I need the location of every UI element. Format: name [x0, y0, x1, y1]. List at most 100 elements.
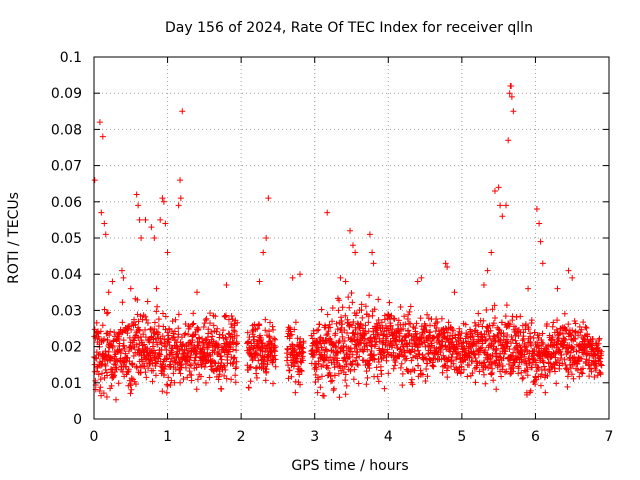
data-point [323, 332, 330, 339]
data-point [539, 330, 546, 337]
data-point [422, 378, 429, 385]
data-point [324, 311, 331, 318]
data-point [480, 317, 487, 324]
data-point [542, 389, 549, 396]
data-point [266, 334, 273, 341]
data-point [125, 366, 132, 373]
data-point [221, 313, 228, 320]
data-point [333, 344, 340, 351]
data-point [137, 313, 144, 320]
data-point [349, 351, 356, 358]
data-point [316, 348, 323, 355]
data-point [134, 296, 141, 303]
data-point [341, 326, 348, 333]
data-point [165, 332, 172, 339]
data-point [455, 332, 462, 339]
data-point [120, 342, 127, 349]
data-point [99, 370, 106, 377]
data-point [206, 374, 213, 381]
data-point [478, 330, 485, 337]
data-point [142, 313, 149, 320]
data-point [182, 364, 189, 371]
data-point [500, 333, 507, 340]
data-point [292, 389, 299, 396]
data-point [562, 337, 569, 344]
data-point [450, 327, 457, 334]
data-point [397, 303, 404, 310]
data-point [581, 347, 588, 354]
data-point [375, 378, 382, 385]
data-point [344, 330, 351, 337]
data-point [378, 319, 385, 326]
data-point [154, 341, 161, 348]
data-point [126, 334, 133, 341]
data-point [571, 353, 578, 360]
data-point [579, 370, 586, 377]
data-point [313, 361, 320, 368]
data-point [160, 198, 167, 205]
data-point [296, 371, 303, 378]
data-point [272, 344, 279, 351]
data-point [503, 368, 510, 375]
data-point [249, 356, 256, 363]
data-point [556, 360, 563, 367]
data-point [149, 350, 156, 357]
data-point [128, 326, 135, 333]
data-point [317, 334, 324, 341]
data-point [358, 301, 365, 308]
data-point [163, 347, 170, 354]
data-point [112, 364, 119, 371]
data-point [262, 316, 269, 323]
data-point [289, 274, 296, 281]
data-point [102, 348, 109, 355]
data-point [232, 372, 239, 379]
data-point [231, 354, 238, 361]
data-point [422, 355, 429, 362]
data-point [287, 328, 294, 335]
data-point [554, 285, 561, 292]
data-point [343, 361, 350, 368]
data-point [96, 387, 103, 394]
data-point [373, 364, 380, 371]
data-point [179, 108, 186, 115]
data-point [521, 367, 528, 374]
data-point [153, 285, 160, 292]
data-point [150, 367, 157, 374]
data-point [104, 336, 111, 343]
data-point [369, 249, 376, 256]
data-point [207, 353, 214, 360]
data-point [596, 355, 603, 362]
data-point [597, 371, 604, 378]
data-point [331, 364, 338, 371]
data-point [472, 379, 479, 386]
data-point [556, 347, 563, 354]
data-point [214, 325, 221, 332]
data-point [228, 312, 235, 319]
data-point [565, 267, 572, 274]
data-point [181, 331, 188, 338]
data-point [560, 335, 567, 342]
data-point [202, 337, 209, 344]
data-point [362, 328, 369, 335]
data-point [342, 371, 349, 378]
data-point [570, 375, 577, 382]
data-point [209, 333, 216, 340]
data-point [193, 364, 200, 371]
data-point [480, 282, 487, 289]
data-point [449, 335, 456, 342]
data-point [574, 358, 581, 365]
data-point [142, 216, 149, 223]
y-tick-label: 0.02 [51, 340, 82, 356]
data-point [575, 332, 582, 339]
data-point [399, 370, 406, 377]
data-point [407, 320, 414, 327]
data-point [194, 289, 200, 296]
data-point [526, 360, 533, 367]
data-point [97, 384, 104, 391]
data-point [299, 357, 306, 364]
data-point [492, 337, 499, 344]
data-point [427, 322, 434, 329]
data-point [539, 339, 546, 346]
data-point [93, 319, 100, 326]
data-point [141, 341, 148, 348]
